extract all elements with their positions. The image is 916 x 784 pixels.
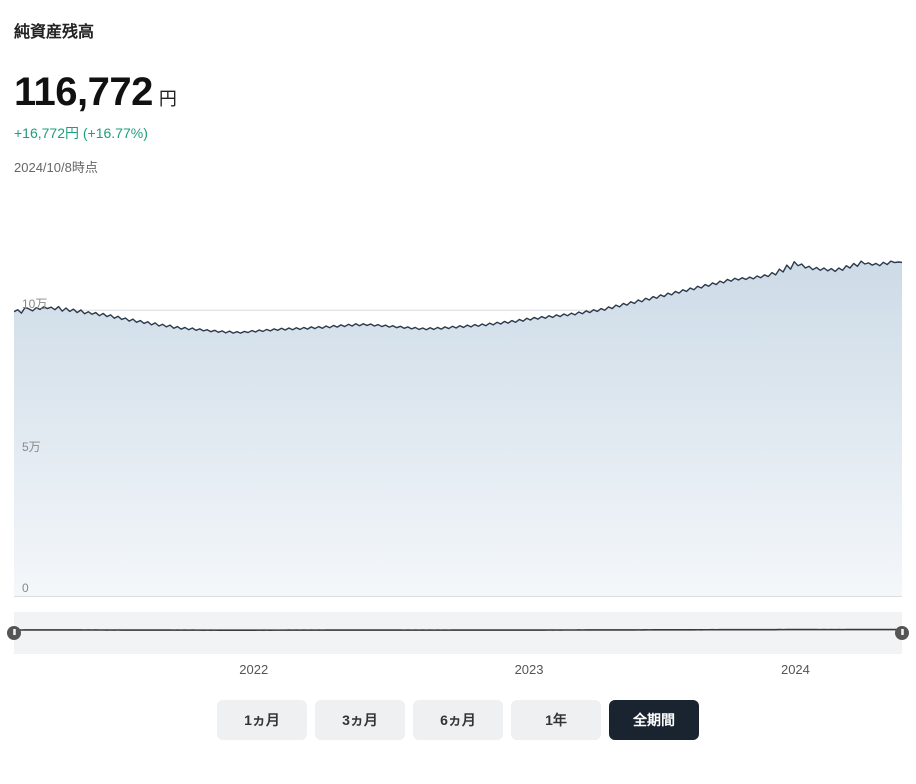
range-button[interactable]: 1ヵ月 <box>217 700 307 740</box>
x-tick-label: 2022 <box>239 662 268 677</box>
range-button-group: 1ヵ月3ヵ月6ヵ月1年全期間 <box>14 700 902 740</box>
asof-text: 2024/10/8時点 <box>14 157 902 176</box>
range-button[interactable]: 全期間 <box>609 700 699 740</box>
balance-chart[interactable]: 0 5万 10万 <box>14 186 902 606</box>
x-tick-label: 2023 <box>515 662 544 677</box>
x-axis: 2022 2023 2024 <box>14 662 902 686</box>
y-tick-label: 5万 <box>22 438 41 455</box>
y-tick-label: 0 <box>22 581 29 595</box>
section-title: 純資産残高 <box>14 18 902 42</box>
range-handle-left[interactable]: II <box>7 626 21 640</box>
range-slider[interactable]: II II <box>14 612 902 654</box>
range-button[interactable]: 3ヵ月 <box>315 700 405 740</box>
balance-value: 116,772 <box>14 70 153 115</box>
range-button[interactable]: 1年 <box>511 700 601 740</box>
range-button[interactable]: 6ヵ月 <box>413 700 503 740</box>
balance-unit: 円 <box>159 85 177 111</box>
range-handle-right[interactable]: II <box>895 626 909 640</box>
x-tick-label: 2024 <box>781 662 810 677</box>
balance-row: 116,772 円 <box>14 70 902 115</box>
change-text: +16,772円 (+16.77%) <box>14 123 902 143</box>
y-tick-label: 10万 <box>22 295 47 312</box>
